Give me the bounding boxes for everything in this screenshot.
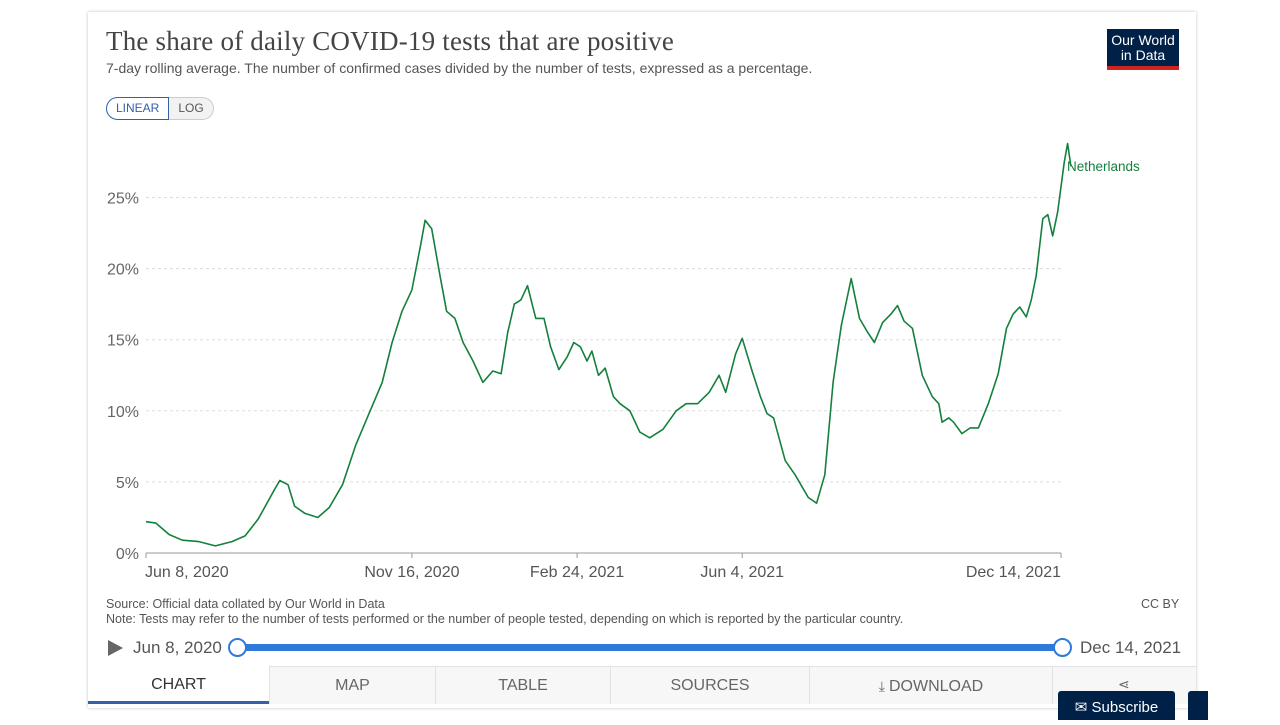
x-tick-label: Jun 8, 2020 [145,564,229,581]
timeline-track[interactable] [236,644,1062,651]
source-note: Source: Official data collated by Our Wo… [106,597,903,627]
timeline-end-label: Dec 14, 2021 [1080,638,1182,657]
tab-bar: CHART MAP TABLE SOURCES ⤓ DOWNLOAD [88,666,1196,704]
y-tick-label: 10% [107,404,139,421]
x-tick-label: Dec 14, 2021 [966,564,1061,581]
series-layer: Netherlands [145,142,1140,547]
logo-line-2: in Data [1120,47,1166,63]
y-tick-label: 20% [107,262,139,279]
timeline-end-handle[interactable] [1053,638,1072,657]
download-icon: ⤓ [878,678,885,694]
tab-chart[interactable]: CHART [88,666,269,704]
share-icon[interactable]: ⋖ [1118,676,1130,692]
play-icon[interactable] [108,640,123,656]
tab-table[interactable]: TABLE [435,666,610,704]
y-tick-label: 5% [116,475,139,492]
y-tick-label: 25% [107,191,139,208]
envelope-icon: ✉ [1074,699,1092,716]
y-tick-label: 15% [107,333,139,350]
scale-toggle: LINEAR LOG [106,97,214,120]
log-scale-button[interactable]: LOG [169,97,214,120]
series-label: Netherlands [1067,159,1140,174]
grid-lines [146,197,1061,483]
subscribe-label: Subscribe [1091,699,1159,716]
tab-sources[interactable]: SOURCES [610,666,809,704]
series-line-netherlands[interactable] [145,142,1072,547]
linear-scale-button[interactable]: LINEAR [106,97,170,120]
license-link[interactable]: CC BY [1141,597,1180,611]
x-tick-label: Feb 24, 2021 [530,564,624,581]
tab-map[interactable]: MAP [269,666,435,704]
x-tick-label: Jun 4, 2021 [700,564,784,581]
timeline-start-label: Jun 8, 2020 [133,638,222,657]
timeline-start-handle[interactable] [228,638,247,657]
y-axis: 0% 5% 10% 15% 20% 25% [107,191,139,564]
owid-logo[interactable]: Our World in Data [1107,29,1179,70]
tab-download-label: DOWNLOAD [888,678,984,695]
chart-subtitle: 7-day rolling average. The number of con… [106,60,813,76]
secondary-button[interactable] [1188,691,1208,720]
subscribe-button[interactable]: ✉ Subscribe [1058,691,1175,720]
tab-download[interactable]: ⤓ DOWNLOAD [809,666,1052,704]
chart-title: The share of daily COVID-19 tests that a… [106,26,675,56]
x-axis: Jun 8, 2020 Nov 16, 2020 Feb 24, 2021 Jun 4… [145,552,1062,581]
chart-card [88,12,1196,708]
x-tick-label: Nov 16, 2020 [364,564,459,581]
y-tick-label: 0% [116,546,139,563]
note-text: Note: Tests may refer to the number of t… [106,612,904,626]
logo-line-1: Our World [1111,32,1175,48]
source-text: Source: Official data collated by Our Wo… [106,597,385,611]
